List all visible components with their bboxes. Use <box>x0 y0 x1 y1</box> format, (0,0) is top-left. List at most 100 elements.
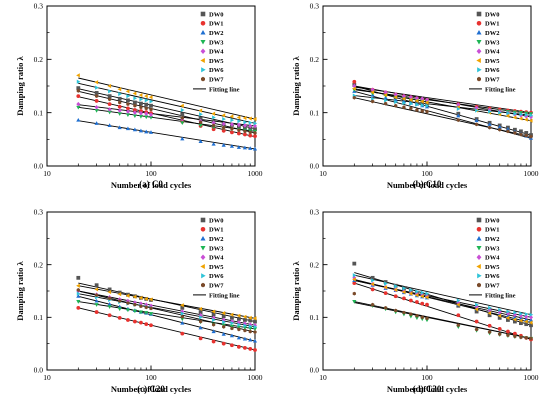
x-axis-title: Number of load cycles <box>111 180 192 190</box>
data-point <box>76 288 80 292</box>
legend-label-dw7: DW7 <box>485 77 500 84</box>
legend-label-dw6: DW6 <box>209 273 224 280</box>
data-point <box>456 298 461 303</box>
series-dw2 <box>76 117 258 151</box>
data-point <box>414 98 419 104</box>
data-point <box>415 289 420 294</box>
data-point <box>76 305 81 310</box>
data-point <box>132 100 137 105</box>
data-point <box>425 103 430 108</box>
data-point <box>524 111 529 116</box>
series-dw1 <box>76 305 257 352</box>
chart-panel-3: 10 100 1000 0.0 0.1 0.2 0.3 Number of load cycl… <box>15 208 263 394</box>
data-point <box>524 335 528 340</box>
legend-marker-dw5 <box>476 57 481 64</box>
data-point <box>94 91 99 95</box>
data-point <box>528 317 534 322</box>
data-point <box>394 284 398 289</box>
data-point <box>524 112 529 117</box>
fitting-line-dw6 <box>78 293 256 328</box>
data-point <box>505 311 510 316</box>
data-point <box>425 302 429 307</box>
data-point <box>211 315 216 321</box>
fitting-line-dw6 <box>78 82 256 124</box>
data-point <box>107 289 112 295</box>
data-point <box>474 319 479 324</box>
data-point <box>76 294 81 298</box>
data-point <box>199 112 203 117</box>
data-point <box>139 105 143 110</box>
data-point <box>76 117 81 122</box>
series-dw7 <box>76 88 257 135</box>
data-point <box>456 300 461 305</box>
data-point <box>236 115 241 120</box>
data-point <box>393 294 398 299</box>
fitting-line-dw4 <box>78 104 256 127</box>
data-point <box>180 107 185 113</box>
data-point <box>125 126 131 131</box>
y-tick-label: 0.3 <box>34 208 44 217</box>
data-point <box>409 101 414 106</box>
data-point <box>243 328 247 333</box>
data-point <box>125 308 131 313</box>
data-point <box>506 111 511 116</box>
data-point <box>352 273 357 278</box>
data-point <box>253 134 257 139</box>
data-point <box>394 103 398 108</box>
legend-label-dw6: DW6 <box>485 273 500 280</box>
legend-label-dw3: DW3 <box>485 39 500 46</box>
data-point <box>475 108 479 113</box>
data-point <box>497 327 502 331</box>
y-axis-title: Damping ratio λ <box>15 55 25 115</box>
legend-marker-dw2 <box>200 235 206 241</box>
data-point <box>370 90 375 95</box>
data-point <box>248 315 252 320</box>
data-point <box>132 309 137 314</box>
data-point <box>118 299 122 303</box>
data-point <box>198 116 203 121</box>
data-point <box>117 108 122 113</box>
data-point <box>94 287 99 292</box>
y-tick-label: 0.2 <box>34 260 44 269</box>
data-point <box>519 112 524 117</box>
data-point <box>498 332 502 337</box>
data-point <box>180 331 185 336</box>
series-dw5 <box>352 277 533 325</box>
data-point <box>243 323 248 328</box>
legend-marker-dw1 <box>200 21 206 26</box>
fitting-line-dw1 <box>354 282 532 340</box>
data-point <box>117 96 122 101</box>
data-point <box>198 120 203 125</box>
x-axis-title: Number of load cycles <box>387 384 468 394</box>
series-dw5 <box>76 73 257 122</box>
y-tick-label: 0.2 <box>310 55 320 64</box>
data-point <box>125 293 130 298</box>
data-point <box>253 322 257 328</box>
data-point <box>512 115 517 120</box>
data-point <box>236 313 241 318</box>
data-point <box>132 127 137 132</box>
data-point <box>144 98 149 103</box>
data-point <box>94 121 99 125</box>
legend-label-dw7: DW7 <box>485 283 500 290</box>
y-tick-label: 0.1 <box>310 313 320 322</box>
data-point <box>370 99 375 104</box>
data-point <box>512 317 517 322</box>
data-point <box>76 283 80 288</box>
data-point <box>149 306 153 311</box>
data-point <box>519 311 524 316</box>
data-point <box>229 114 234 119</box>
legend-label-dw4: DW4 <box>485 49 500 56</box>
legend-label-dw5: DW5 <box>485 264 500 271</box>
data-point <box>352 277 356 282</box>
data-point <box>252 146 258 151</box>
data-point <box>409 287 414 293</box>
fitting-line-dw7 <box>78 90 256 134</box>
data-point <box>180 116 184 120</box>
legend-label-dw3: DW3 <box>209 245 224 252</box>
panel-caption: (b) C10 <box>413 179 442 189</box>
data-point <box>139 97 144 102</box>
data-point <box>243 120 248 125</box>
data-point <box>76 300 81 304</box>
data-point <box>498 110 502 115</box>
